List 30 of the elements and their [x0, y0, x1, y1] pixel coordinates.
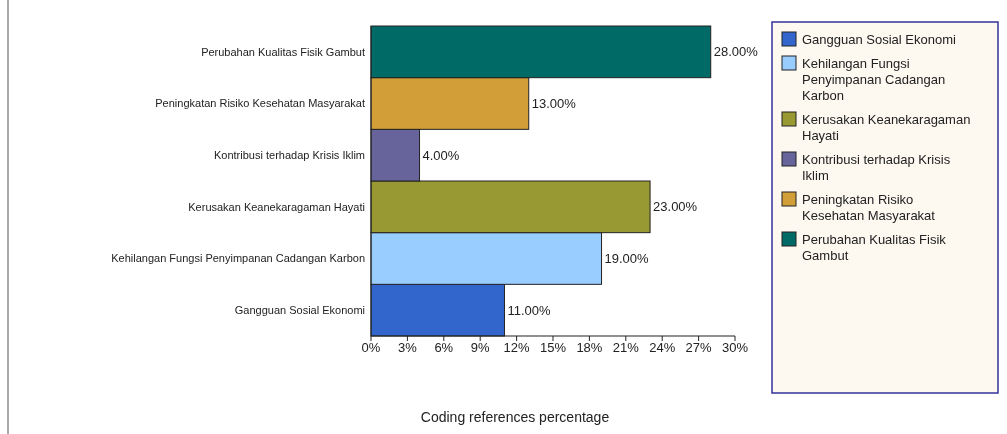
- legend-label: Perubahan Kualitas Fisik Gambut: [802, 232, 947, 263]
- x-tick-label: 6%: [434, 340, 454, 355]
- legend-label: Kehilangan Fungsi Penyimpanan Cadangan Karbon: [802, 56, 946, 103]
- y-tick-label: Kerusakan Keanekaragaman Hayati: [188, 200, 365, 213]
- data-label: 19.00%: [604, 251, 650, 267]
- x-tick-label: 30%: [721, 340, 749, 355]
- x-tick-label: 3%: [398, 340, 418, 355]
- legend-label: Peningkatan Risiko Kesehatan Masyarakat: [802, 192, 936, 223]
- data-label: 28.00%: [713, 44, 759, 60]
- x-tick-label: 15%: [539, 340, 567, 355]
- data-label: 13.00%: [531, 96, 577, 112]
- y-tick-label: Kehilangan Fungsi Penyimpanan Cadangan Karbon: [111, 252, 365, 265]
- data-label: 4.00%: [422, 147, 460, 163]
- x-tick-label: 21%: [612, 340, 640, 355]
- x-tick-label: 24%: [649, 340, 676, 355]
- x-axis-title: Coding references percentage: [420, 409, 610, 425]
- data-label: 11.00%: [507, 302, 552, 318]
- x-tick-label: 27%: [685, 340, 713, 355]
- y-tick-label: Gangguan Sosial Ekonomi: [234, 304, 365, 317]
- x-tick-label: 18%: [576, 340, 603, 355]
- y-tick-label: Peningkatan Risiko Kesehatan Masyarakat: [155, 97, 365, 110]
- legend-label: Gangguan Sosial Ekonomi: [802, 32, 957, 47]
- y-tick-label: Perubahan Kualitas Fisik Gambut: [201, 45, 365, 58]
- y-tick-label: Kontribusi terhadap Krisis Iklim: [213, 149, 365, 162]
- legend-label: Kerusakan Keanekaragaman Hayati: [802, 112, 971, 143]
- x-tick-label: 0%: [361, 340, 381, 355]
- x-tick-label: 12%: [503, 340, 531, 355]
- legend-label: Kontribusi terhadap Krisis Iklim: [802, 152, 951, 183]
- data-label: 23.00%: [653, 199, 698, 215]
- x-tick-label: 9%: [470, 340, 491, 355]
